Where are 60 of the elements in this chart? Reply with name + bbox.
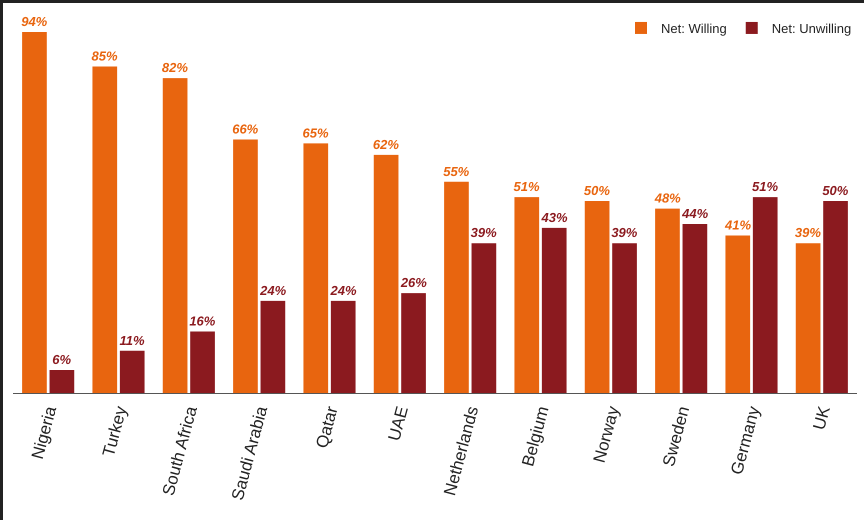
data-label: 51% — [514, 179, 540, 194]
data-label: 41% — [724, 218, 752, 233]
bar — [162, 78, 188, 393]
bar — [444, 182, 469, 393]
data-label: 94% — [21, 14, 48, 29]
bar — [752, 197, 778, 393]
legend-label: Net: Willing — [661, 21, 727, 36]
x-tick-label: Turkey — [98, 404, 131, 459]
data-label: 39% — [611, 225, 638, 240]
x-tick-label: UAE — [384, 404, 412, 443]
bar — [823, 200, 848, 393]
data-label: 16% — [189, 314, 216, 329]
bar — [542, 228, 567, 393]
data-label: 26% — [400, 275, 428, 290]
legend-label: Net: Unwilling — [772, 21, 852, 36]
bar — [374, 154, 398, 393]
bar — [725, 236, 750, 393]
bar — [120, 350, 145, 393]
x-tick-label: Norway — [590, 404, 624, 465]
x-tick-label: UK — [809, 404, 834, 432]
bar — [472, 243, 496, 393]
bar — [50, 370, 74, 393]
data-label: 39% — [470, 225, 498, 240]
data-label: 55% — [443, 164, 470, 179]
x-tick-label: Belgium — [518, 404, 553, 468]
bar — [330, 300, 356, 393]
bar — [612, 243, 637, 393]
bar — [190, 332, 215, 393]
bar — [682, 224, 708, 393]
data-label: 39% — [794, 225, 822, 240]
data-label: 43% — [540, 210, 568, 225]
data-label: 24% — [259, 282, 287, 298]
data-label: 85% — [92, 48, 118, 64]
data-label: 66% — [232, 122, 259, 137]
data-label: 50% — [584, 182, 610, 198]
data-label: 65% — [302, 125, 330, 140]
bar — [22, 32, 47, 393]
bar — [401, 293, 426, 393]
x-tick-label: Saudi Arabia — [228, 404, 272, 502]
bar — [514, 197, 540, 393]
x-tick-label: Sweden — [658, 404, 694, 468]
data-label: 24% — [329, 282, 357, 298]
bar — [796, 243, 820, 393]
bar — [233, 140, 258, 393]
data-label: 51% — [752, 179, 778, 194]
bar — [584, 200, 610, 393]
bar — [92, 66, 118, 393]
data-label: 50% — [822, 182, 849, 198]
data-label: 11% — [119, 332, 145, 348]
data-label: 6% — [52, 352, 72, 367]
x-tick-label: Nigeria — [28, 404, 60, 462]
data-label: 48% — [654, 190, 682, 206]
data-label: 62% — [372, 136, 400, 152]
x-tick-label: South Africa — [158, 404, 202, 498]
data-label: 82% — [162, 60, 188, 76]
bar — [260, 300, 286, 393]
data-label: 44% — [681, 206, 709, 222]
bar — [303, 143, 328, 393]
x-tick-label: Qatar — [312, 404, 342, 450]
bar — [655, 208, 680, 393]
